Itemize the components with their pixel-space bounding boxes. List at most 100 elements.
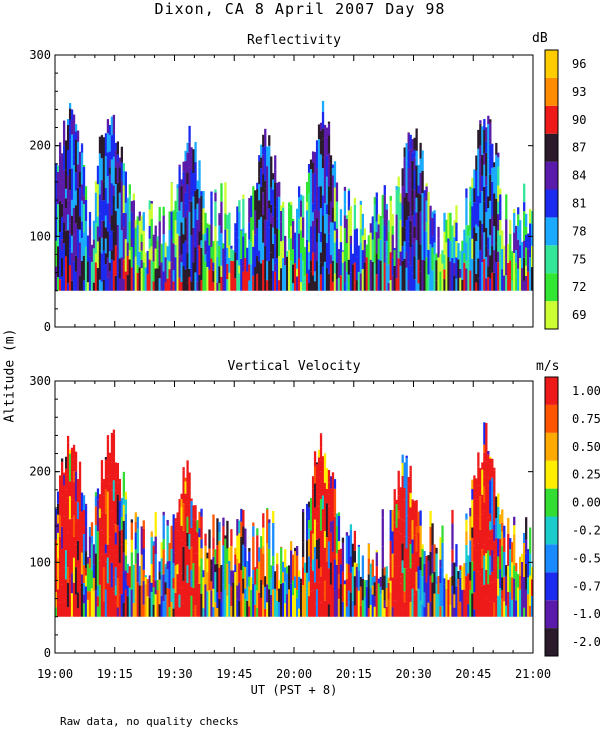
data-cell <box>467 235 470 257</box>
data-cell <box>331 551 335 571</box>
data-cell <box>76 164 80 188</box>
data-cell <box>401 246 404 261</box>
data-cell <box>515 262 518 276</box>
data-cell <box>385 606 388 617</box>
data-cell <box>98 236 102 251</box>
data-cell <box>307 242 311 253</box>
data-cell <box>294 239 297 264</box>
data-cell <box>295 208 299 219</box>
data-cell <box>92 282 96 291</box>
data-cell <box>140 554 143 586</box>
data-cell <box>66 518 70 533</box>
data-cell <box>493 162 496 168</box>
data-cell <box>116 162 120 183</box>
data-cell <box>82 495 86 510</box>
data-cell <box>254 266 257 291</box>
data-cell <box>178 210 181 236</box>
data-cell <box>389 195 392 201</box>
data-cell <box>413 502 416 536</box>
data-cell <box>519 556 522 576</box>
data-cell <box>106 257 110 278</box>
data-cell <box>423 190 426 198</box>
data-cell <box>184 608 187 617</box>
data-cell <box>204 212 207 234</box>
colorbar-swatch <box>545 105 558 134</box>
data-cell <box>307 193 311 215</box>
data-cell <box>321 495 325 510</box>
data-cell <box>435 576 438 585</box>
data-cell <box>487 451 490 455</box>
data-cell <box>305 503 309 517</box>
data-cell <box>457 586 460 617</box>
data-cell <box>335 201 339 229</box>
data-cell <box>154 594 157 617</box>
data-cell <box>471 258 474 291</box>
data-cell <box>222 517 225 527</box>
data-cell <box>106 451 110 463</box>
data-cell <box>395 214 398 244</box>
data-cell <box>218 266 221 284</box>
data-cell <box>280 210 283 222</box>
data-cell <box>220 183 223 202</box>
data-cell <box>90 244 94 262</box>
data-cell <box>405 220 408 252</box>
data-cell <box>303 247 307 276</box>
data-cell <box>234 252 237 279</box>
data-cell <box>284 603 287 617</box>
data-cell <box>491 215 494 246</box>
data-cell <box>409 492 412 508</box>
data-cell <box>164 242 167 258</box>
data-cell <box>505 605 508 617</box>
data-cell <box>483 584 486 617</box>
data-cell <box>204 261 207 291</box>
data-cell <box>262 192 265 207</box>
data-cell <box>473 260 476 291</box>
data-cell <box>202 208 205 235</box>
data-cell <box>499 552 502 570</box>
data-cell <box>270 279 273 291</box>
data-cell <box>453 562 456 595</box>
data-cell <box>337 515 341 542</box>
data-cell <box>108 233 112 252</box>
data-cell <box>491 582 494 617</box>
data-cell <box>264 146 267 181</box>
data-cell <box>323 233 327 262</box>
data-cell <box>110 432 114 463</box>
data-cell <box>425 186 428 201</box>
data-cell <box>276 218 279 229</box>
data-cell <box>84 199 88 221</box>
data-cell <box>68 190 72 224</box>
data-cell <box>495 599 498 617</box>
data-cell <box>317 538 321 569</box>
data-cell <box>68 248 72 266</box>
data-cell <box>194 272 197 291</box>
data-cell <box>343 584 347 617</box>
x-tick-label: 20:00 <box>276 667 312 681</box>
data-cell <box>266 191 269 221</box>
data-cell <box>130 589 133 617</box>
data-cell <box>411 139 414 153</box>
data-cell <box>266 542 269 552</box>
data-cell <box>104 215 108 228</box>
data-cell <box>469 201 472 215</box>
data-cell <box>403 147 406 158</box>
data-cell <box>60 183 64 204</box>
data-cell <box>521 553 524 562</box>
data-cell <box>373 204 376 232</box>
data-cell <box>72 536 76 558</box>
data-cell <box>427 602 430 617</box>
data-cell <box>208 590 211 617</box>
data-cell <box>198 274 201 291</box>
data-cell <box>501 577 504 591</box>
data-cell <box>174 565 177 593</box>
data-cell <box>114 245 118 276</box>
data-cell <box>148 209 151 219</box>
data-cell <box>178 166 181 186</box>
data-cell <box>56 277 60 291</box>
data-cell <box>315 260 319 291</box>
data-cell <box>389 580 392 593</box>
data-cell <box>190 586 193 596</box>
data-cell <box>453 263 456 276</box>
data-cell <box>68 449 72 454</box>
data-cell <box>417 193 420 227</box>
